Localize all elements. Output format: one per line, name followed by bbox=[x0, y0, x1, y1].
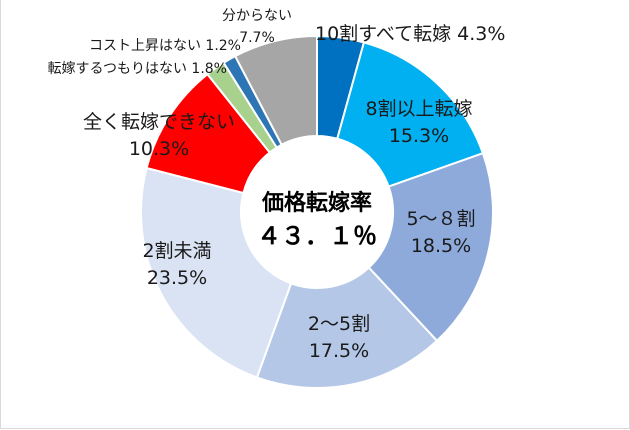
slice-label-6: 転嫁するつもりはない 1.8% bbox=[48, 61, 227, 77]
slice-value-3: 17.5% bbox=[309, 340, 369, 362]
donut-slices bbox=[140, 34, 494, 389]
slice-label-7: コスト上昇はない 1.2% bbox=[89, 38, 241, 54]
donut-hole bbox=[241, 136, 393, 288]
slice-name-1: 8割以上転嫁 bbox=[365, 98, 472, 120]
slice-value-2: 18.5% bbox=[411, 235, 471, 257]
slice-name-5: 全く転嫁できない bbox=[83, 111, 235, 133]
slice-label-0: 10割すべて転嫁 4.3% bbox=[315, 23, 505, 45]
slice-value-5: 10.3% bbox=[129, 138, 189, 160]
slice-labels: 10割すべて転嫁 4.3% 8割以上転嫁 15.3% 5〜８割 18.5% 2〜5割 17.… bbox=[48, 8, 506, 362]
slice-value-4: 23.5% bbox=[147, 267, 207, 289]
slice-name-4: 2割未満 bbox=[142, 240, 211, 262]
slice-value-1: 15.3% bbox=[389, 125, 449, 147]
slice-3 bbox=[255, 266, 439, 389]
slice-value-8: 7.7% bbox=[239, 30, 275, 46]
slice-name-8: 分からない bbox=[222, 8, 292, 24]
slice-name-2: 5〜８割 bbox=[406, 208, 475, 230]
center-title: 価格転嫁率 bbox=[261, 190, 372, 216]
center-value: ４３．１％ bbox=[257, 222, 377, 250]
slice-name-3: 2〜5割 bbox=[308, 313, 370, 335]
